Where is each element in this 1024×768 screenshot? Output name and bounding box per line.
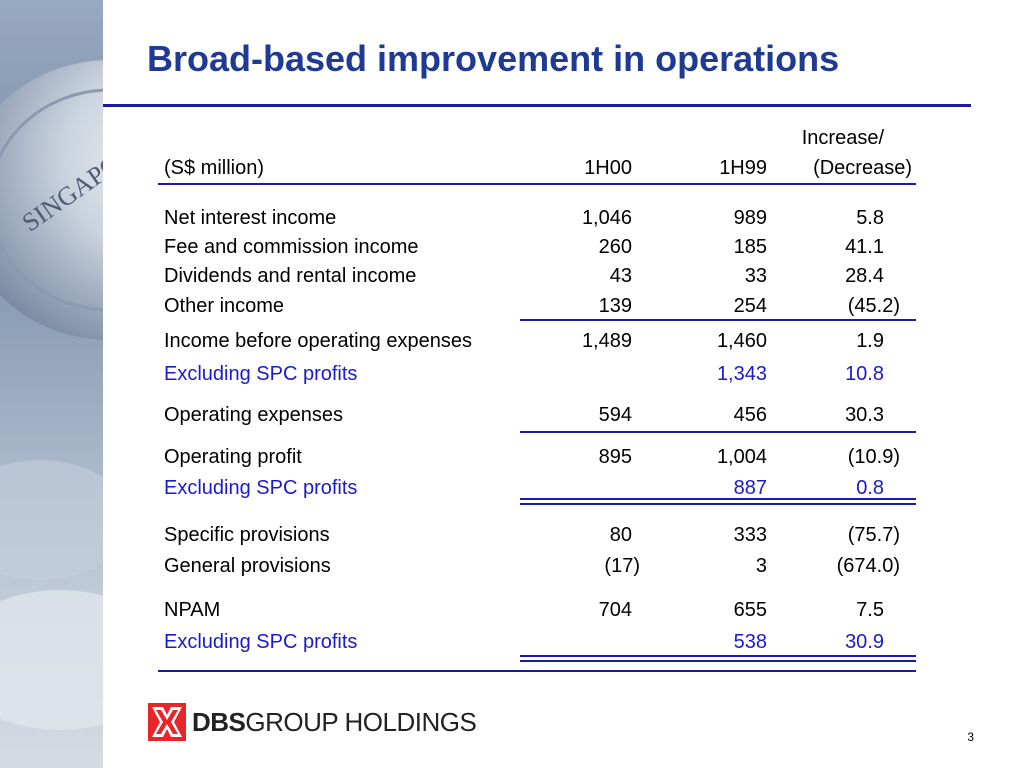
dbs-logo-mark-icon <box>148 703 186 741</box>
row-change: 7.5 <box>856 599 884 621</box>
row-change: 0.8 <box>856 477 884 499</box>
header-change-line2: (Decrease) <box>813 157 912 179</box>
row-1h99: 33 <box>744 265 767 287</box>
row-1h00: 260 <box>598 236 632 258</box>
row-change: 5.8 <box>856 207 884 229</box>
row-change: (75.7) <box>847 524 900 546</box>
slide-title: Broad-based improvement in operations <box>147 38 840 79</box>
row-1h00: (17) <box>604 555 640 577</box>
row-1h99: 655 <box>733 599 767 621</box>
row-1h99: 1,004 <box>716 446 767 468</box>
row-1h99: 254 <box>733 295 767 317</box>
subtotal-rule <box>520 319 916 321</box>
double-rule-bottom <box>520 660 916 662</box>
row-label: Net interest income <box>164 207 337 229</box>
row-1h00: 80 <box>609 524 632 546</box>
row-label: General provisions <box>164 555 331 577</box>
row-label: Dividends and rental income <box>164 265 417 287</box>
row-change: (10.9) <box>847 446 900 468</box>
row-label: Operating expenses <box>164 404 344 426</box>
row-1h00: 895 <box>598 446 632 468</box>
page-number: 3 <box>967 730 974 744</box>
header-1h99: 1H99 <box>719 157 767 179</box>
logo-bold-text: DBS <box>192 706 246 737</box>
row-1h99: 538 <box>733 631 767 653</box>
row-change: 41.1 <box>845 236 884 258</box>
row-1h99: 456 <box>733 404 767 426</box>
row-label: NPAM <box>164 599 221 621</box>
row-change: 28.4 <box>845 265 884 287</box>
table-bottom-rule <box>158 670 916 672</box>
row-1h99: 3 <box>755 555 767 577</box>
row-1h99: 333 <box>733 524 767 546</box>
row-change: 10.8 <box>845 363 884 385</box>
double-rule-bottom <box>520 503 916 505</box>
row-label: Operating profit <box>164 446 302 468</box>
logo-rest-text: GROUP HOLDINGS <box>245 706 477 737</box>
double-rule-top <box>520 498 916 500</box>
row-label: Other income <box>164 295 285 317</box>
row-1h00: 1,489 <box>581 330 632 352</box>
row-change: (674.0) <box>836 555 900 577</box>
row-change: (45.2) <box>847 295 900 317</box>
side-photo: SINGAPORE <box>0 0 103 768</box>
row-1h99: 1,460 <box>716 330 767 352</box>
title-divider <box>103 104 971 107</box>
row-label: Specific provisions <box>164 524 330 546</box>
header-rule <box>158 183 916 185</box>
row-1h00: 1,046 <box>581 207 632 229</box>
coin-image: SINGAPORE <box>0 0 103 768</box>
row-1h99: 185 <box>733 236 767 258</box>
header-1h00: 1H00 <box>584 157 632 179</box>
row-change: 1.9 <box>856 330 884 352</box>
row-1h00: 704 <box>598 599 632 621</box>
row-1h00: 43 <box>609 265 632 287</box>
row-change: 30.3 <box>845 404 884 426</box>
header-change-line1: Increase/ <box>801 127 884 149</box>
row-1h99: 887 <box>733 477 767 499</box>
subtotal-rule <box>520 431 916 433</box>
row-change: 30.9 <box>845 631 884 653</box>
row-label: Income before operating expenses <box>164 330 472 352</box>
dbs-logo: DBSGROUP HOLDINGS <box>148 703 477 741</box>
row-label: Fee and commission income <box>164 236 419 258</box>
row-label: Excluding SPC profits <box>164 477 358 499</box>
row-1h99: 989 <box>733 207 767 229</box>
row-label: Excluding SPC profits <box>164 631 358 653</box>
header-unit-label: (S$ million) <box>164 157 265 179</box>
row-1h99: 1,343 <box>716 363 767 385</box>
row-1h00: 594 <box>598 404 632 426</box>
dbs-logo-text: DBSGROUP HOLDINGS <box>192 706 477 738</box>
row-label: Excluding SPC profits <box>164 363 358 385</box>
double-rule-top <box>520 655 916 657</box>
row-1h00: 139 <box>598 295 632 317</box>
